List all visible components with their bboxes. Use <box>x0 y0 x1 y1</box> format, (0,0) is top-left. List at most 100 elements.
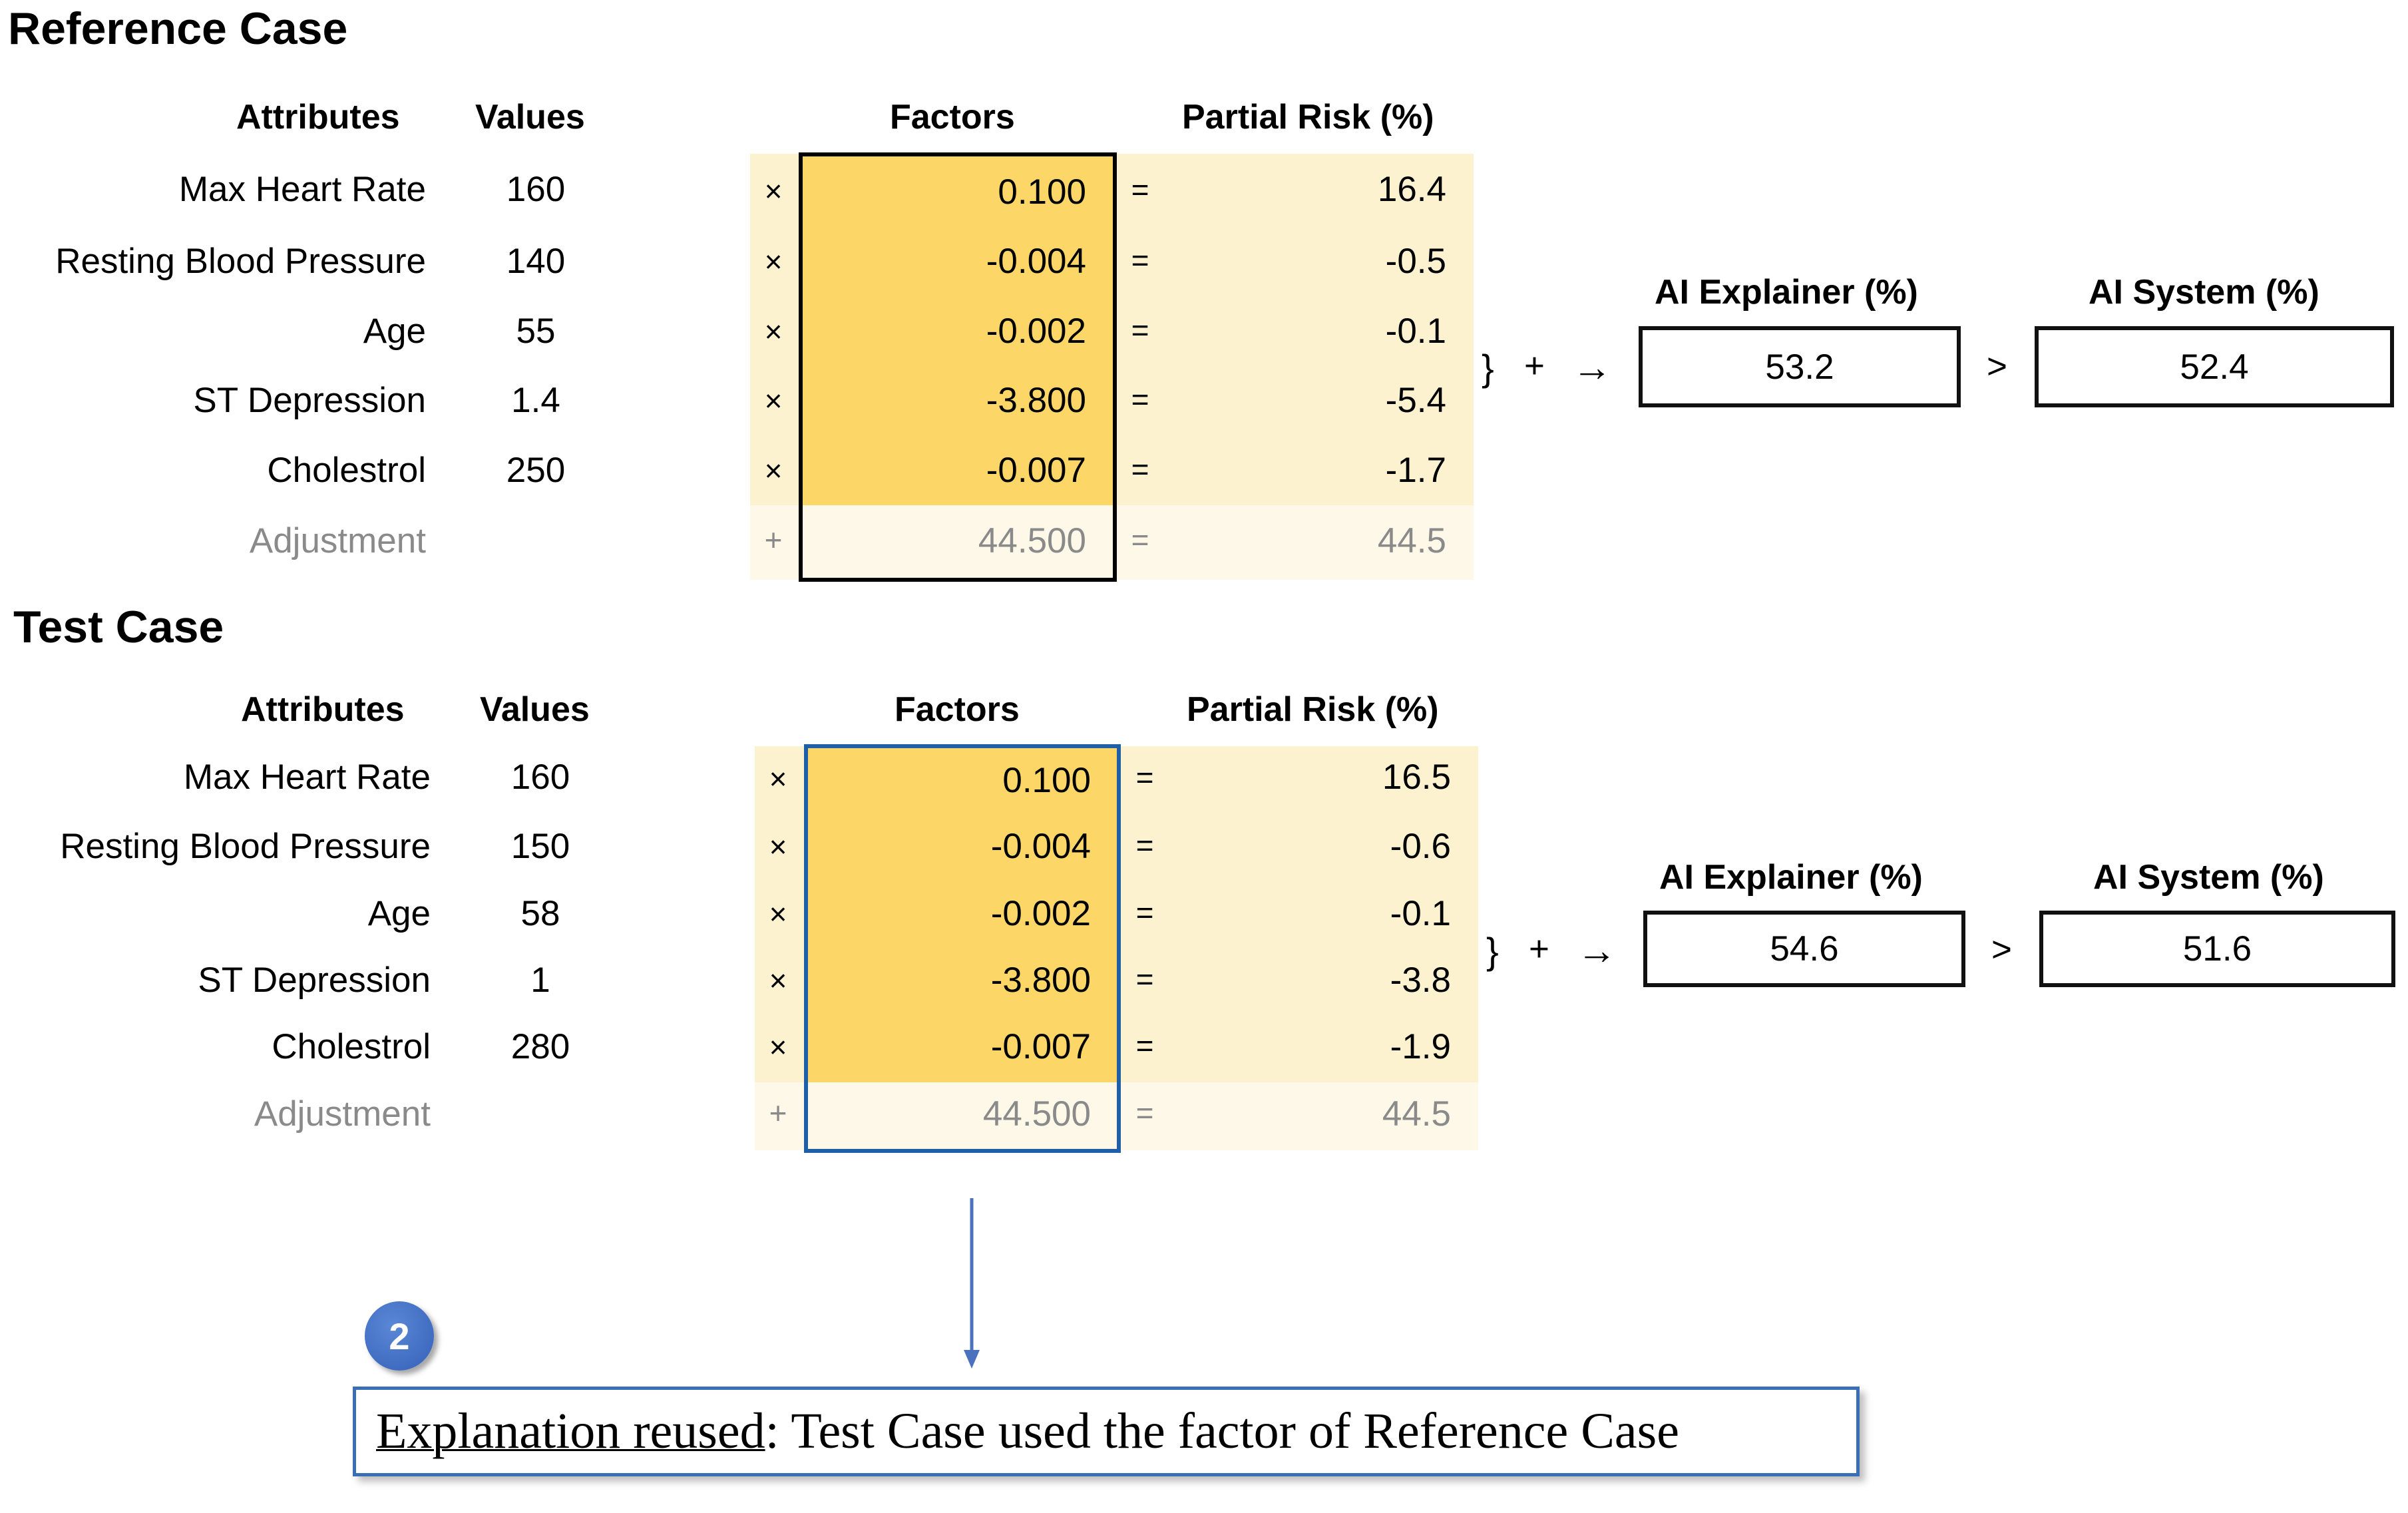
operator-band <box>750 154 800 505</box>
ai-system-box: 51.6 <box>2039 911 2395 987</box>
multiply-op: × <box>769 829 787 864</box>
factor-st-depression: -3.800 <box>990 961 1091 1000</box>
plus-op: + <box>764 523 783 557</box>
multiply-op: × <box>764 383 783 418</box>
ai-explainer-label: AI Explainer (%) <box>1655 273 1918 312</box>
ai-explainer-box: 54.6 <box>1643 911 1965 987</box>
ai-explainer-box: 53.2 <box>1639 326 1961 407</box>
adjustment-band <box>750 505 1474 580</box>
multiply-op: × <box>764 174 783 208</box>
factor-st-depression: -3.800 <box>986 381 1086 420</box>
multiply-op: × <box>764 244 783 279</box>
ai-system-value: 51.6 <box>2182 929 2252 969</box>
value-cholestrol: 250 <box>506 451 566 490</box>
arrow-icon: → <box>1572 345 1612 389</box>
factor-max-heart-rate: 0.100 <box>1002 761 1091 800</box>
partial-max-heart-rate: 16.5 <box>1382 757 1451 797</box>
partial-st-depression: -5.4 <box>1385 381 1446 420</box>
factor-highlight <box>800 154 1114 505</box>
factor-highlight <box>805 746 1119 1082</box>
ai-system-label: AI System (%) <box>2093 858 2324 897</box>
attribute-adjustment: Adjustment <box>249 521 426 560</box>
partial-risk-band <box>1119 746 1478 1082</box>
note-underlined: Explanation reused <box>376 1403 765 1459</box>
value-st-depression: 1.4 <box>511 381 560 420</box>
equals-op: = <box>1131 172 1149 207</box>
partial-max-heart-rate: 16.4 <box>1377 170 1446 209</box>
plus-sign: + <box>1524 346 1545 385</box>
partial-cholestrol: -1.7 <box>1385 451 1446 490</box>
attribute-age: Age <box>363 312 426 351</box>
reference-case-title: Reference Case <box>8 3 348 54</box>
note-text: : Test Case used the factor of Reference… <box>765 1403 1679 1459</box>
factors-column-frame <box>799 152 1117 582</box>
equals-op: = <box>1135 760 1154 795</box>
value-age: 55 <box>516 312 556 351</box>
value-max-heart-rate: 160 <box>506 170 566 209</box>
attribute-st-depression: ST Depression <box>193 381 426 420</box>
factors-header: Factors <box>890 98 1015 136</box>
partial-risk-header: Partial Risk (%) <box>1187 690 1439 729</box>
attribute-max-heart-rate: Max Heart Rate <box>183 757 431 797</box>
equals-op: = <box>1131 452 1149 487</box>
equals-op: = <box>1131 382 1149 417</box>
factor-resting-blood-pressure: -0.004 <box>990 827 1091 866</box>
equals-op: = <box>1135 1028 1154 1063</box>
value-resting-blood-pressure: 150 <box>510 827 570 866</box>
factor-max-heart-rate: 0.100 <box>998 172 1086 212</box>
value-age: 58 <box>520 894 560 933</box>
value-resting-blood-pressure: 140 <box>506 242 566 281</box>
down-arrow-icon <box>964 1198 980 1369</box>
test-case-title: Test Case <box>13 602 224 652</box>
values-header: Values <box>475 98 585 136</box>
attribute-resting-blood-pressure: Resting Blood Pressure <box>60 827 431 866</box>
multiply-op: × <box>769 897 787 931</box>
factor-age: -0.002 <box>986 312 1086 351</box>
factor-age: -0.002 <box>990 894 1091 933</box>
partial-age: -0.1 <box>1385 312 1446 351</box>
equals-op: = <box>1131 243 1149 278</box>
equals-op: = <box>1131 523 1149 557</box>
adjustment-band <box>755 1082 1478 1150</box>
greater-than: > <box>1991 930 2012 969</box>
ai-explainer-label: AI Explainer (%) <box>1659 858 1923 897</box>
partial-risk-header: Partial Risk (%) <box>1182 98 1434 136</box>
partial-risk-band <box>1114 154 1474 505</box>
multiply-op: × <box>769 1030 787 1064</box>
partial-st-depression: -3.8 <box>1390 961 1451 1000</box>
greater-than: > <box>1987 347 2007 386</box>
plus-sign: + <box>1529 929 1549 969</box>
partial-resting-blood-pressure: -0.5 <box>1385 242 1446 281</box>
equals-op: = <box>1135 895 1154 930</box>
value-cholestrol: 280 <box>510 1027 570 1066</box>
equals-op: = <box>1135 962 1154 996</box>
multiply-op: × <box>764 453 783 488</box>
sum-brace: } <box>1482 347 1494 389</box>
attribute-resting-blood-pressure: Resting Blood Pressure <box>55 242 426 281</box>
value-st-depression: 1 <box>530 961 550 1000</box>
partial-adjustment: 44.5 <box>1377 521 1446 560</box>
attribute-max-heart-rate: Max Heart Rate <box>178 170 426 209</box>
step-badge: 2 <box>365 1301 434 1371</box>
operator-band <box>755 746 805 1082</box>
equals-op: = <box>1135 1096 1154 1130</box>
ai-system-label: AI System (%) <box>2089 273 2319 312</box>
annotation-note: Explanation reused: Test Case used the f… <box>353 1387 1860 1476</box>
factor-resting-blood-pressure: -0.004 <box>986 242 1086 281</box>
value-max-heart-rate: 160 <box>510 757 570 797</box>
equals-op: = <box>1131 313 1149 347</box>
attribute-cholestrol: Cholestrol <box>272 1027 431 1066</box>
partial-adjustment: 44.5 <box>1382 1094 1451 1134</box>
ai-system-box: 52.4 <box>2035 326 2394 407</box>
ai-system-value: 52.4 <box>2180 347 2249 387</box>
values-header: Values <box>480 690 590 729</box>
plus-op: + <box>769 1096 787 1130</box>
factors-header: Factors <box>895 690 1020 729</box>
factor-cholestrol: -0.007 <box>986 451 1086 490</box>
ai-explainer-value: 54.6 <box>1770 929 1839 969</box>
partial-age: -0.1 <box>1390 894 1451 933</box>
attributes-header: Attributes <box>241 690 405 729</box>
partial-resting-blood-pressure: -0.6 <box>1390 827 1451 866</box>
ai-explainer-value: 53.2 <box>1765 347 1834 387</box>
attribute-st-depression: ST Depression <box>198 961 431 1000</box>
